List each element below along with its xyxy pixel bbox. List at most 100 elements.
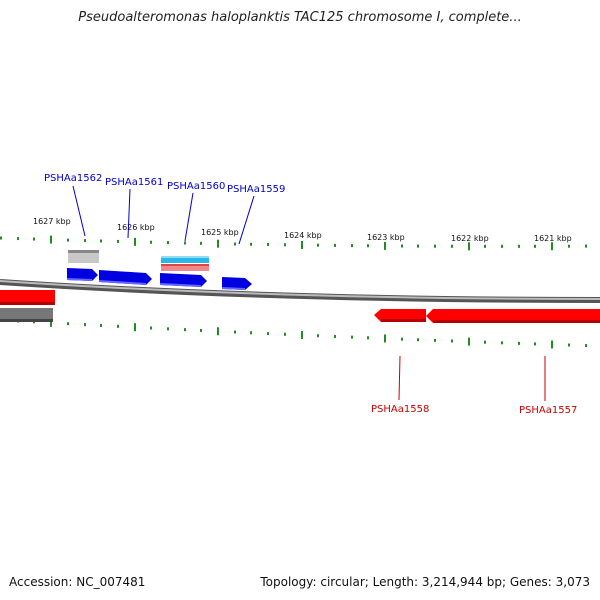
upper-tick-16: [267, 243, 269, 247]
lower-tick-4: [67, 322, 69, 326]
grey-feature-left[interactable]: [0, 308, 53, 322]
upper-tick-25: [417, 244, 419, 248]
lower-tick-5: [84, 323, 86, 327]
gene-arrow-pshaa1560[interactable]: [160, 273, 207, 287]
upper-tick-12: [200, 241, 202, 245]
lower-tick-14: [234, 330, 236, 334]
lower-tick-31: [518, 341, 520, 345]
lower-tick-29: [484, 340, 486, 344]
lower-tick-27: [451, 339, 453, 343]
lower-tick-21: [351, 335, 353, 339]
lower-tick-17: [284, 332, 286, 336]
backbone-inner: [0, 280, 600, 300]
leader-pshaa1558: [398, 355, 401, 401]
lower-tick-33: [551, 340, 553, 349]
gene-arrow-pshaa1558[interactable]: [374, 309, 426, 322]
upper-tick-4: [67, 238, 69, 242]
upper-tick-19: [317, 243, 319, 247]
upper-tick-6: [100, 239, 102, 243]
upper-tick-32: [534, 244, 536, 248]
upper-tick-27: [451, 244, 453, 248]
upper-tick-3: [50, 235, 52, 244]
upper-tick-15: [250, 242, 252, 246]
leader-pshaa1559: [238, 195, 255, 245]
lower-tick-22: [367, 336, 369, 340]
tick-label-1625: 1625 kbp: [201, 228, 239, 237]
upper-tick-10: [167, 241, 169, 245]
lower-tick-32: [534, 342, 536, 346]
lower-tick-9: [150, 326, 152, 330]
upper-tick-26: [434, 244, 436, 248]
upper-tick-24: [401, 244, 403, 248]
lower-tick-19: [317, 334, 319, 338]
upper-tick-5: [84, 239, 86, 243]
gene-arrow-pshaa1557[interactable]: [426, 309, 600, 323]
lower-tick-25: [417, 338, 419, 342]
backbone-outer: [0, 279, 600, 303]
upper-tick-8: [134, 237, 136, 246]
upper-tick-18: [301, 241, 303, 250]
upper-tick-20: [334, 243, 336, 247]
lower-tick-18: [301, 331, 303, 340]
upper-tick-2: [33, 237, 35, 241]
pink-feature[interactable]: [161, 264, 209, 271]
tick-label-1623: 1623 kbp: [367, 233, 405, 242]
lower-tick-34: [568, 343, 570, 347]
upper-tick-13: [217, 239, 219, 248]
lower-tick-30: [501, 341, 503, 345]
lower-tick-3: [50, 318, 52, 327]
gene-arrow-pshaa1562[interactable]: [67, 268, 98, 281]
lower-tick-7: [117, 324, 119, 328]
genome-stats-text: Topology: circular; Length: 3,214,944 bp…: [260, 575, 590, 589]
upper-tick-33: [551, 242, 553, 251]
upper-tick-1: [17, 237, 19, 241]
upper-tick-7: [117, 239, 119, 243]
lower-tick-10: [167, 327, 169, 331]
lower-tick-24: [401, 337, 403, 341]
upper-tick-23: [384, 241, 386, 250]
lower-tick-28: [468, 337, 470, 346]
upper-tick-30: [501, 244, 503, 248]
gene-label-pshaa1558[interactable]: PSHAa1558: [371, 404, 429, 415]
rna-feature[interactable]: [161, 256, 209, 263]
lower-tick-13: [217, 327, 219, 336]
upper-tick-row: [0, 235, 587, 251]
lower-tick-26: [434, 338, 436, 342]
lower-tick-8: [134, 323, 136, 332]
gene-arrow-pshaa1561[interactable]: [99, 270, 152, 285]
accession-text: Accession: NC_007481: [9, 575, 146, 589]
upper-tick-34: [568, 244, 570, 248]
upper-tick-0: [0, 236, 2, 240]
gene-label-pshaa1560[interactable]: PSHAa1560: [167, 181, 225, 192]
leader-pshaa1560: [184, 192, 194, 242]
upper-tick-29: [484, 244, 486, 248]
upper-tick-22: [367, 244, 369, 248]
lower-tick-15: [250, 331, 252, 335]
lower-tick-11: [184, 328, 186, 332]
lower-tick-16: [267, 332, 269, 336]
gene-label-pshaa1562[interactable]: PSHAa1562: [44, 173, 102, 184]
gene-arrow-pshaa1559[interactable]: [222, 277, 252, 290]
upper-tick-28: [468, 242, 470, 251]
lower-tick-20: [334, 334, 336, 338]
gene-label-pshaa1561[interactable]: PSHAa1561: [105, 177, 163, 188]
lower-tick-row: [0, 318, 587, 349]
lower-tick-23: [384, 334, 386, 343]
tick-label-1624: 1624 kbp: [284, 231, 322, 240]
gene-label-pshaa1559[interactable]: PSHAa1559: [227, 184, 285, 195]
tick-label-1626: 1626 kbp: [117, 223, 155, 232]
grey-feature-upper[interactable]: [68, 250, 99, 263]
lower-tick-12: [200, 328, 202, 332]
upper-tick-21: [351, 244, 353, 248]
upper-tick-11: [184, 241, 186, 245]
upper-tick-9: [150, 240, 152, 244]
lower-tick-35: [585, 344, 587, 348]
red-feature-left[interactable]: [0, 290, 55, 305]
upper-tick-17: [284, 243, 286, 247]
leader-pshaa1562: [72, 185, 86, 237]
leader-pshaa1561: [127, 188, 131, 239]
map-title: Pseudoalteromonas haloplanktis TAC125 ch…: [78, 10, 522, 25]
gene-label-pshaa1557[interactable]: PSHAa1557: [519, 405, 577, 416]
tick-label-1627: 1627 kbp: [33, 217, 71, 226]
